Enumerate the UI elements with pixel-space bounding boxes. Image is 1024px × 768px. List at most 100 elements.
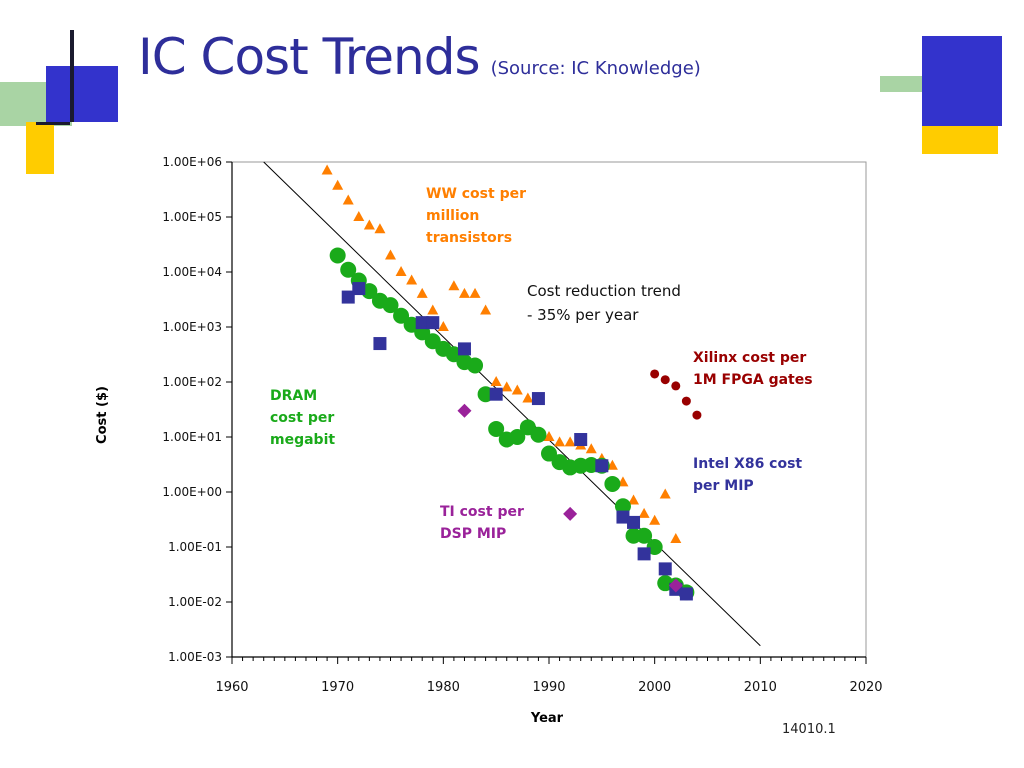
- intel-point: [679, 587, 693, 601]
- xilinx-point: [650, 369, 660, 379]
- ww-point: [332, 179, 344, 190]
- dram-point: [393, 307, 410, 324]
- xilinx-point: [671, 381, 681, 391]
- intel-point: [426, 316, 440, 330]
- dram-point: [614, 498, 631, 515]
- intel-point: [489, 387, 503, 401]
- ti-series-label: DSP MIP: [440, 526, 506, 542]
- deco-tick-left: [36, 122, 70, 125]
- ww-point: [554, 436, 566, 447]
- y-tick-label: 1.00E-03: [168, 650, 222, 664]
- dram-series-label: megabit: [270, 432, 335, 448]
- intel-point: [616, 510, 630, 524]
- ww-point: [427, 304, 439, 315]
- deco-yellow-square-right: [922, 126, 998, 154]
- dram-point: [646, 539, 663, 555]
- xilinx-point: [692, 410, 702, 420]
- y-tick-label: 1.00E+04: [162, 265, 222, 279]
- title-main: IC Cost Trends: [138, 28, 480, 86]
- intel-point: [352, 282, 366, 296]
- intel-point: [637, 547, 651, 561]
- x-tick-label: 2020: [849, 680, 882, 695]
- ww-point: [585, 443, 597, 454]
- ti-series-label: TI cost per: [440, 504, 524, 520]
- figure-reference: 14010.1: [782, 722, 836, 737]
- deco-blue-square-right: [922, 36, 1002, 126]
- ww-point: [321, 164, 333, 175]
- ww-point: [353, 211, 365, 221]
- ww-point: [649, 514, 661, 525]
- intel-series-label: per MIP: [693, 478, 754, 494]
- y-tick-label: 1.00E-02: [168, 595, 222, 609]
- dram-point: [604, 475, 621, 492]
- ww-point: [638, 507, 650, 518]
- deco-line-left: [70, 30, 74, 122]
- x-tick-label: 2000: [638, 680, 671, 695]
- ti-point: [457, 403, 472, 418]
- xilinx-series-label: 1M FPGA gates: [693, 372, 813, 388]
- ww-point: [395, 266, 407, 276]
- y-tick-label: 1.00E-01: [168, 540, 222, 554]
- intel-point: [627, 515, 641, 529]
- intel-point: [595, 459, 609, 473]
- ww-point: [490, 376, 502, 386]
- ww-point: [363, 219, 375, 230]
- ww-point: [416, 287, 428, 298]
- slide-title: IC Cost Trends (Source: IC Knowledge): [138, 28, 701, 86]
- x-axis-title: Year: [530, 711, 564, 726]
- y-tick-label: 1.00E+02: [162, 375, 222, 389]
- intel-point: [341, 290, 355, 304]
- ww-point: [374, 223, 386, 234]
- y-tick-label: 1.00E+03: [162, 320, 222, 334]
- ww-point: [543, 431, 555, 441]
- dram-point: [488, 420, 505, 437]
- ww-point: [448, 280, 460, 291]
- ww-point: [342, 194, 354, 205]
- ww-point: [469, 287, 481, 298]
- ww-series-label: million: [426, 208, 479, 224]
- dram-point: [361, 283, 378, 300]
- ww-point: [670, 532, 682, 543]
- ww-point: [628, 494, 640, 505]
- ti-point: [563, 506, 578, 521]
- ww-point: [458, 287, 470, 298]
- x-tick-label: 1990: [532, 680, 565, 695]
- ww-series-label: transistors: [426, 230, 512, 246]
- dram-series-label: cost per: [270, 410, 334, 426]
- ww-point: [406, 274, 418, 285]
- deco-blue-square-left: [46, 66, 118, 122]
- intel-point: [415, 316, 429, 330]
- ww-point: [480, 304, 492, 315]
- ww-point: [437, 321, 449, 331]
- dram-point: [509, 429, 526, 445]
- trend-line-label: Cost reduction trend: [527, 282, 681, 300]
- trend-line: [263, 161, 761, 647]
- ti-point: [668, 578, 683, 593]
- dram-point: [636, 527, 653, 544]
- dram-point: [382, 297, 399, 314]
- xilinx-series-label: Xilinx cost per: [693, 350, 806, 366]
- ww-series-label: WW cost per: [426, 186, 526, 202]
- y-tick-label: 1.00E+05: [162, 210, 222, 224]
- intel-point: [574, 433, 588, 447]
- ww-point: [385, 249, 396, 260]
- dram-series-label: DRAM: [270, 388, 317, 404]
- dram-point: [530, 426, 547, 443]
- intel-point: [373, 337, 387, 351]
- intel-point: [531, 392, 545, 406]
- dram-point: [329, 247, 346, 264]
- ww-point: [501, 381, 513, 392]
- ww-point: [511, 384, 523, 395]
- dram-point: [477, 386, 494, 403]
- y-tick-label: 1.00E+00: [162, 485, 222, 499]
- ww-point: [522, 392, 534, 403]
- deco-yellow-square-left: [26, 122, 54, 174]
- xilinx-point: [660, 375, 670, 385]
- y-tick-label: 1.00E+06: [162, 155, 222, 169]
- y-axis-title: Cost ($): [95, 386, 110, 444]
- title-source: (Source: IC Knowledge): [490, 58, 701, 79]
- x-tick-label: 1960: [215, 680, 248, 695]
- xilinx-point: [681, 396, 691, 406]
- dram-point: [467, 357, 484, 374]
- ww-point: [659, 488, 671, 499]
